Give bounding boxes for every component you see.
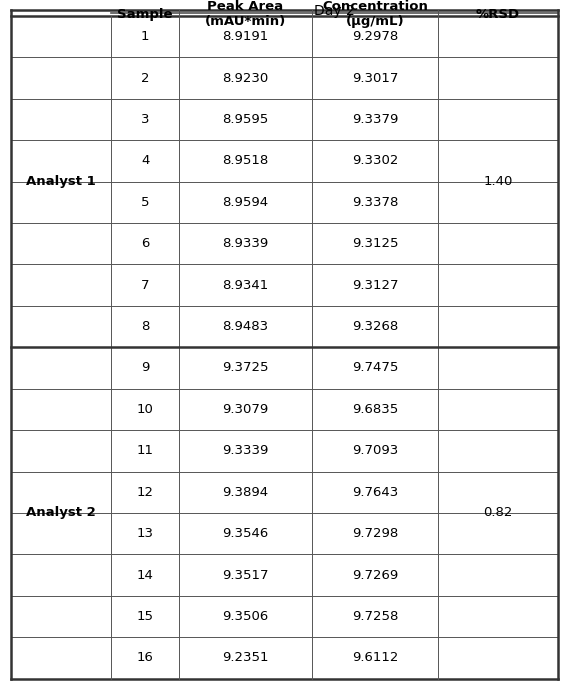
Text: 9.2978: 9.2978 bbox=[352, 30, 398, 43]
Text: 2: 2 bbox=[141, 72, 149, 85]
Text: 14: 14 bbox=[137, 569, 154, 582]
Text: 0.82: 0.82 bbox=[483, 507, 513, 520]
Text: 13: 13 bbox=[137, 527, 154, 540]
Text: 9.7258: 9.7258 bbox=[352, 610, 398, 623]
Text: 8.9341: 8.9341 bbox=[222, 279, 269, 292]
Text: 8.9518: 8.9518 bbox=[222, 154, 269, 167]
Text: Concentration
(µg/mL): Concentration (µg/mL) bbox=[322, 0, 428, 28]
Text: 15: 15 bbox=[137, 610, 154, 623]
Text: 9.3725: 9.3725 bbox=[222, 361, 269, 374]
Text: 9.3268: 9.3268 bbox=[352, 320, 398, 333]
Text: 8.9230: 8.9230 bbox=[222, 72, 269, 85]
Text: 9.7269: 9.7269 bbox=[352, 569, 398, 582]
Text: 8: 8 bbox=[141, 320, 149, 333]
Text: 9.6112: 9.6112 bbox=[352, 651, 398, 664]
Text: 8.9191: 8.9191 bbox=[222, 30, 269, 43]
Text: Sample: Sample bbox=[117, 8, 173, 20]
Text: 9.3506: 9.3506 bbox=[222, 610, 269, 623]
Text: 9.3546: 9.3546 bbox=[222, 527, 269, 540]
Text: 16: 16 bbox=[137, 651, 154, 664]
Text: 1.40: 1.40 bbox=[483, 175, 513, 188]
Text: Day 2: Day 2 bbox=[314, 4, 354, 18]
Text: 8.9339: 8.9339 bbox=[222, 237, 269, 250]
Text: 8.9595: 8.9595 bbox=[222, 113, 269, 126]
Text: 8.9594: 8.9594 bbox=[222, 196, 269, 209]
Text: 9.3079: 9.3079 bbox=[222, 403, 269, 416]
Text: 9.7475: 9.7475 bbox=[352, 361, 398, 374]
Text: 9.3339: 9.3339 bbox=[222, 444, 269, 458]
Text: Analyst 1: Analyst 1 bbox=[26, 175, 96, 188]
Text: %RSD: %RSD bbox=[476, 8, 520, 20]
Text: 9.7093: 9.7093 bbox=[352, 444, 398, 458]
Text: 9.3379: 9.3379 bbox=[352, 113, 398, 126]
Text: Peak Area
(mAU*min): Peak Area (mAU*min) bbox=[205, 0, 286, 28]
Text: 7: 7 bbox=[141, 279, 149, 292]
Text: 8.9483: 8.9483 bbox=[222, 320, 269, 333]
Text: 6: 6 bbox=[141, 237, 149, 250]
Text: 9.7643: 9.7643 bbox=[352, 486, 398, 499]
Text: 9.3378: 9.3378 bbox=[352, 196, 398, 209]
Text: 1: 1 bbox=[141, 30, 149, 43]
Text: 9.6835: 9.6835 bbox=[352, 403, 398, 416]
Text: 9.3127: 9.3127 bbox=[352, 279, 398, 292]
Text: 9.7298: 9.7298 bbox=[352, 527, 398, 540]
Text: 9.3894: 9.3894 bbox=[222, 486, 269, 499]
Text: 3: 3 bbox=[141, 113, 149, 126]
Text: 9.3125: 9.3125 bbox=[352, 237, 398, 250]
Text: 9.3517: 9.3517 bbox=[222, 569, 269, 582]
Text: 9: 9 bbox=[141, 361, 149, 374]
Text: 9.2351: 9.2351 bbox=[222, 651, 269, 664]
Text: 4: 4 bbox=[141, 154, 149, 167]
Text: 12: 12 bbox=[137, 486, 154, 499]
Text: Analyst 2: Analyst 2 bbox=[26, 507, 96, 520]
Text: 11: 11 bbox=[137, 444, 154, 458]
Text: 9.3017: 9.3017 bbox=[352, 72, 398, 85]
Text: 10: 10 bbox=[137, 403, 154, 416]
Text: 5: 5 bbox=[141, 196, 149, 209]
Text: 9.3302: 9.3302 bbox=[352, 154, 398, 167]
